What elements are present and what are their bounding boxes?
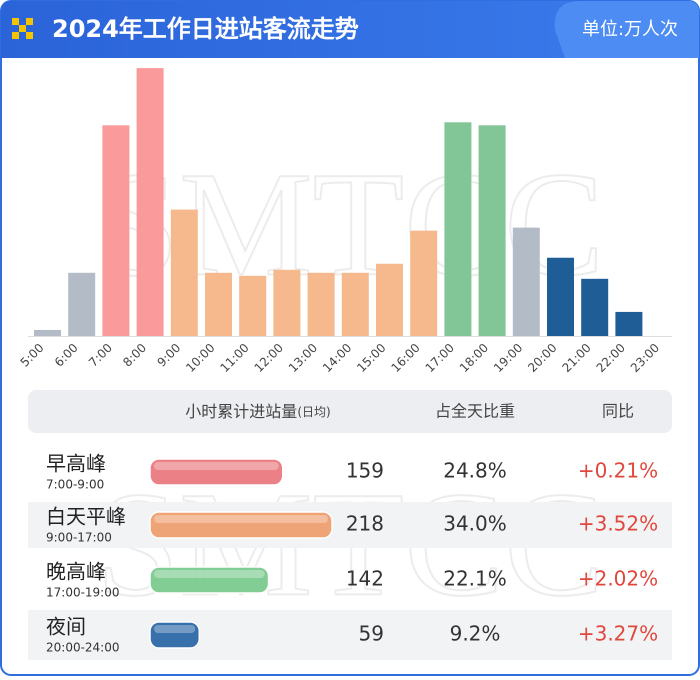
- title: 2024年工作日进站客流走势: [52, 15, 359, 43]
- row-background: [28, 610, 672, 660]
- row-time: 20:00-24:00: [46, 641, 120, 655]
- row-time: 9:00-17:00: [46, 531, 112, 545]
- row-share: 9.2%: [450, 622, 501, 646]
- row-share: 22.1%: [443, 567, 507, 591]
- column-note: (日均): [297, 405, 330, 419]
- logo-icon: [12, 18, 33, 39]
- bar: [205, 272, 232, 336]
- row-bar: [149, 621, 201, 649]
- bar: [478, 125, 506, 336]
- bar: [68, 272, 96, 336]
- row-value: 59: [359, 622, 384, 646]
- header-bar: [1, 1, 699, 58]
- bar: [307, 272, 335, 336]
- row-name: 早高峰: [46, 452, 106, 476]
- column-header: 小时累计进站量(日均): [185, 402, 330, 421]
- row-name: 晚高峰: [46, 560, 106, 584]
- row-time: 7:00-9:00: [46, 478, 104, 492]
- row-name: 夜间: [46, 615, 86, 639]
- bar: [444, 122, 472, 336]
- row-share: 34.0%: [443, 512, 507, 536]
- row-time: 17:00-19:00: [46, 586, 120, 600]
- row-value: 159: [346, 459, 384, 483]
- row-bar: [149, 511, 333, 539]
- row-bar-shine: [154, 462, 279, 470]
- bar: [170, 209, 198, 336]
- column-header: 占全天比重: [435, 402, 515, 421]
- row-bar-shine: [154, 625, 196, 633]
- bar: [239, 275, 267, 336]
- row-bar: [149, 458, 284, 486]
- row-bar-shine: [154, 515, 329, 523]
- bar: [615, 311, 643, 336]
- bar: [376, 263, 403, 336]
- row-name: 白天平峰: [46, 505, 126, 529]
- bar: [410, 230, 438, 336]
- row-value: 142: [346, 567, 384, 591]
- unit-tab: [554, 1, 699, 58]
- bar: [341, 272, 369, 336]
- bar: [547, 257, 574, 336]
- table-header: [28, 390, 672, 433]
- bar: [512, 227, 540, 336]
- bar: [34, 329, 61, 336]
- row-share: 24.8%: [443, 459, 507, 483]
- table-rows: 早高峰 7:00-9:00 159 24.8% +0.21% 白天平峰 9:00-17:00…: [28, 452, 672, 660]
- column-main: 小时累计进站量: [185, 402, 297, 421]
- bar: [581, 278, 609, 336]
- row-yoy: +2.02%: [578, 567, 658, 591]
- column-header: 同比: [602, 402, 634, 421]
- row-background: [28, 502, 672, 548]
- row-value: 218: [346, 512, 384, 536]
- row-bar: [149, 566, 270, 594]
- row-yoy: +0.21%: [578, 459, 658, 483]
- bar: [102, 125, 130, 336]
- bar: [136, 68, 164, 337]
- row-yoy: +3.27%: [578, 622, 658, 646]
- unit: 单位:万人次: [582, 19, 678, 40]
- bar: [273, 269, 301, 336]
- row-bar-shine: [154, 570, 265, 578]
- row-yoy: +3.52%: [578, 512, 658, 536]
